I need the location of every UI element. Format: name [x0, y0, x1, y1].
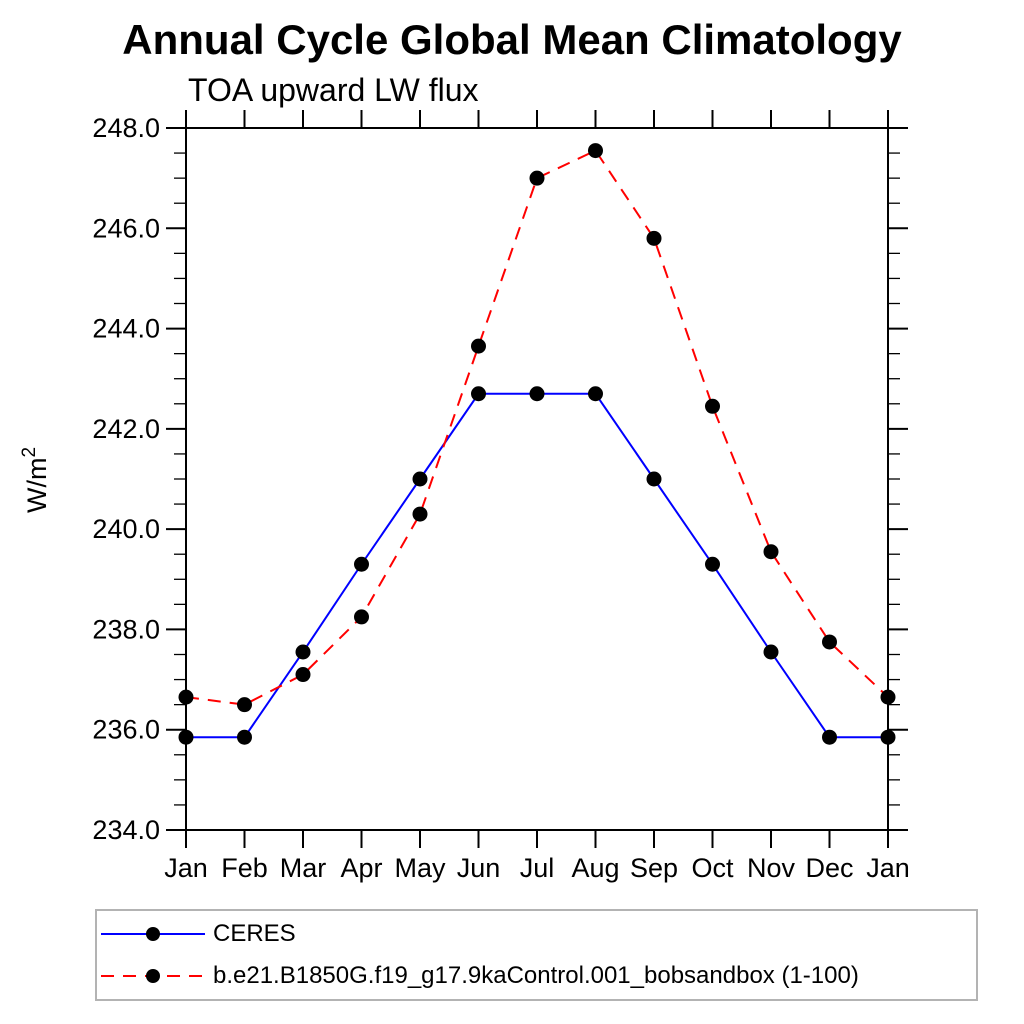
data-point-0: [588, 386, 603, 402]
axis-ticks: [166, 110, 908, 848]
data-series: [178, 143, 896, 745]
x-tick-label: Jan: [164, 853, 208, 883]
legend-swatch: [101, 969, 205, 983]
data-point-1: [178, 689, 194, 705]
x-tick-label: Sep: [630, 853, 678, 883]
data-point-1: [237, 697, 252, 713]
data-point-0: [237, 729, 252, 745]
x-tick-label: May: [394, 853, 446, 883]
x-tick-label: Aug: [571, 853, 619, 883]
y-tick-label: 240.0: [92, 514, 160, 544]
x-tick-label: Jan: [866, 853, 910, 883]
data-point-1: [822, 634, 837, 650]
data-point-1: [588, 143, 603, 159]
legend-marker: [146, 927, 160, 941]
data-point-1: [471, 338, 486, 354]
legend-marker: [146, 969, 160, 983]
data-point-0: [880, 729, 896, 745]
data-point-1: [529, 170, 545, 186]
y-tick-label: 238.0: [92, 614, 160, 644]
legend-label: b.e21.B1850G.f19_g17.9kaControl.001_bobs…: [213, 962, 859, 989]
legend-item-1: b.e21.B1850G.f19_g17.9kaControl.001_bobs…: [99, 955, 976, 997]
legend-label: CERES: [213, 920, 296, 947]
x-tick-label: Mar: [280, 853, 327, 883]
data-point-1: [295, 667, 311, 683]
data-point-1: [880, 689, 896, 705]
data-point-0: [471, 386, 486, 402]
legend-box: CERES b.e21.B1850G.f19_g17.9kaControl.001…: [95, 909, 978, 1001]
data-point-0: [178, 729, 194, 745]
data-point-0: [412, 471, 428, 487]
y-axis-title: W/m2: [19, 447, 52, 513]
x-tick-label: Dec: [805, 853, 853, 883]
data-point-1: [354, 609, 369, 625]
y-tick-label: 248.0: [92, 113, 160, 143]
data-point-0: [295, 644, 311, 660]
legend-item-0: CERES: [99, 913, 976, 955]
y-tick-label: 242.0: [92, 414, 160, 444]
data-point-0: [354, 556, 369, 572]
data-point-1: [705, 398, 720, 414]
y-tick-label: 244.0: [92, 314, 160, 344]
series-line-0: [186, 392, 888, 739]
chart-title: Annual Cycle Global Mean Climatology: [122, 16, 902, 63]
legend-swatch: [101, 927, 205, 941]
x-tick-label: Oct: [691, 853, 734, 883]
data-point-1: [763, 544, 779, 560]
y-tick-label: 246.0: [92, 213, 160, 243]
chart-subtitle: TOA upward LW flux: [188, 72, 479, 108]
plot-frame: [185, 127, 889, 831]
axis-tick-labels: 234.0 236.0 238.0 240.0 242.0 244.0 246.0 248.0…: [92, 113, 909, 883]
x-tick-label: Nov: [747, 853, 796, 883]
x-tick-label: Jul: [520, 853, 555, 883]
data-point-0: [705, 556, 720, 572]
y-tick-label: 234.0: [92, 815, 160, 845]
data-point-1: [646, 230, 662, 246]
x-tick-label: Jun: [457, 853, 501, 883]
y-tick-label: 236.0: [92, 715, 160, 745]
series-line-1: [185, 149, 889, 706]
x-tick-label: Apr: [340, 853, 382, 883]
data-point-0: [646, 471, 662, 487]
x-tick-label: Feb: [221, 853, 268, 883]
data-point-1: [412, 506, 428, 522]
data-point-0: [529, 386, 545, 402]
data-point-0: [822, 729, 837, 745]
data-point-0: [763, 644, 779, 660]
